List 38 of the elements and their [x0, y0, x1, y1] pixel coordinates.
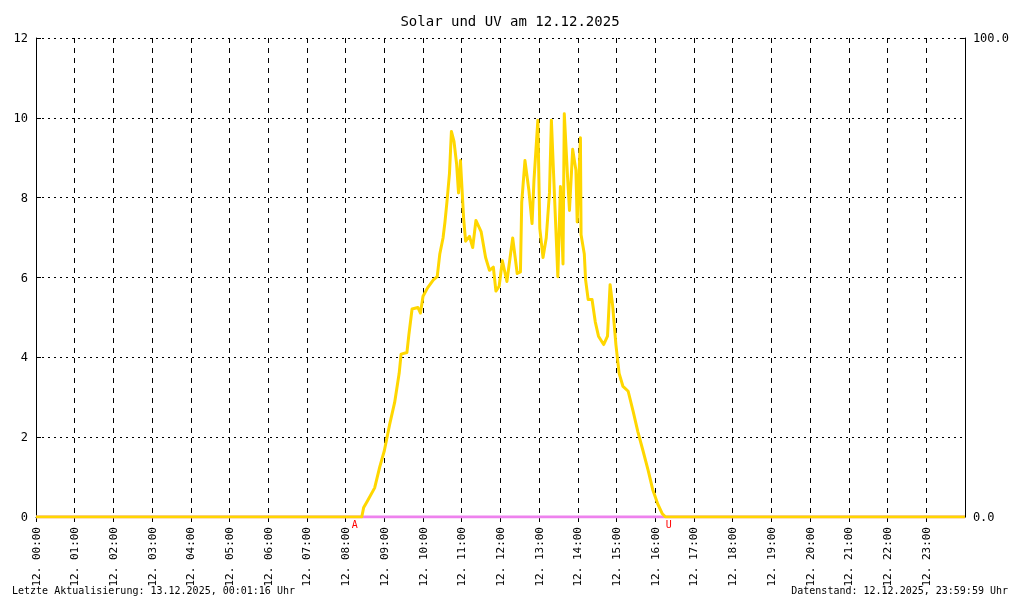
x-tick-label: 12. 04:00 — [184, 527, 198, 587]
x-tick-label: 12. 23:00 — [919, 527, 933, 587]
x-tick-label: 12. 10:00 — [416, 527, 430, 587]
annotation: A — [351, 518, 358, 530]
x-tick-label: 12. 03:00 — [145, 527, 159, 587]
y2-tick-label: 0.0 — [972, 510, 995, 524]
x-tick-label: 12. 09:00 — [377, 527, 391, 587]
y-tick-label: 6 — [20, 270, 28, 285]
x-tick-label: 12. 13:00 — [532, 527, 546, 587]
y-tick-label: 10 — [13, 110, 28, 125]
x-tick-label: 12. 15:00 — [610, 527, 624, 587]
x-tick-label: 12. 16:00 — [648, 527, 662, 587]
annotation: U — [665, 518, 672, 530]
x-tick-label: 12. 18:00 — [726, 527, 740, 587]
x-tick-label: 12. 12:00 — [493, 527, 507, 587]
x-tick-label: 12. 07:00 — [300, 527, 314, 587]
text: Letzte Aktualisierung: 13.12.2025, 00:01:16 Uhr — [12, 584, 295, 596]
x-tick-label: 12. 02:00 — [106, 527, 120, 587]
x-tick-label: 12. 17:00 — [687, 527, 701, 587]
text: Datenstand: 12.12.2025, 23:59:59 Uhr — [791, 584, 1009, 596]
y-tick-label: 12 — [13, 31, 28, 45]
x-tick-label: 12. 19:00 — [764, 527, 778, 587]
x-tick-label: 12. 01:00 — [68, 527, 82, 587]
x-tick-label: 12. 05:00 — [223, 527, 237, 587]
x-tick-label: 12. 06:00 — [261, 527, 275, 587]
y-tick-label: 0 — [20, 510, 28, 524]
x-tick-label: 12. 22:00 — [880, 527, 894, 587]
x-tick-label: 12. 00:00 — [29, 527, 43, 587]
x-tick-label: 12. 11:00 — [455, 527, 469, 587]
y-tick-label: 2 — [20, 430, 28, 445]
chart-title: Solar und UV am 12.12.2025 — [400, 13, 620, 29]
y2-tick-label: 100.0 — [972, 31, 1009, 45]
x-tick-label: 12. 14:00 — [571, 527, 585, 587]
x-tick-label: 12. 20:00 — [803, 527, 817, 587]
x-tick-label: 12. 08:00 — [339, 527, 353, 587]
y-tick-label: 8 — [20, 190, 28, 205]
x-tick-label: 12. 21:00 — [842, 527, 856, 587]
y-tick-label: 4 — [20, 350, 28, 365]
